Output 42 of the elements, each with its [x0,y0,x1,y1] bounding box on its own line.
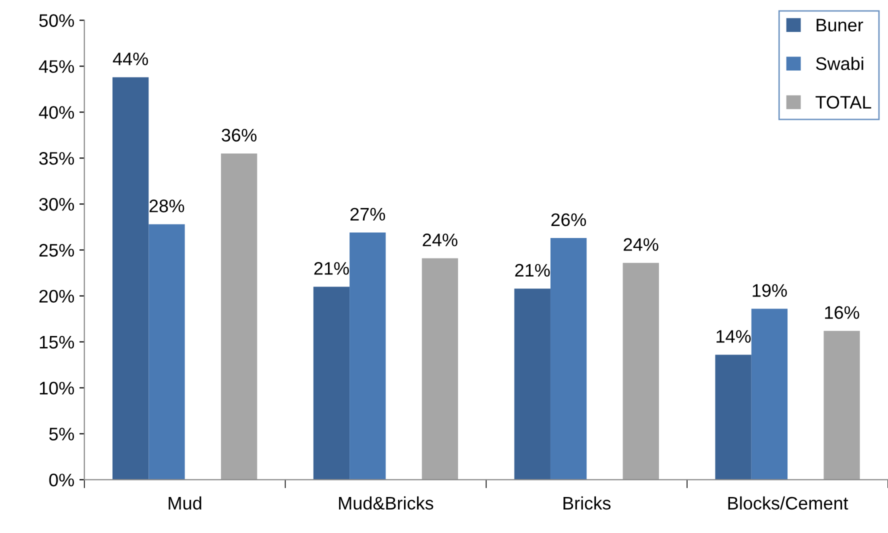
data-label: 19% [752,284,787,297]
x-tick-label: Mud&Bricks [339,496,434,510]
data-label: 26% [551,213,586,226]
data-label: 36% [222,128,256,142]
bar [824,330,860,480]
bar [550,238,587,480]
y-tick-label: 45% [38,60,74,73]
y-tick-label: 0% [49,474,74,486]
legend-label: TOTAL [816,96,872,109]
y-tick-label: 5% [49,428,74,440]
bar [422,258,458,480]
y-tick-label: 30% [39,198,74,211]
y-tick-label: 10% [40,382,74,395]
x-tick-label: Blocks/Cement [728,496,848,510]
data-label: 28% [150,200,184,212]
y-tick-label: 25% [39,244,74,257]
bar [622,262,659,480]
y-tick-label: 20% [39,290,74,303]
data-label: 14% [716,330,751,343]
data-label: 44% [112,52,148,66]
y-tick-label: 35% [39,152,74,165]
x-tick-label: Mud [168,496,202,510]
y-tick-label: 40% [38,106,74,119]
bar [148,224,185,480]
bar [751,308,788,480]
data-label: 16% [825,306,860,319]
bar [112,77,149,480]
x-tick-label: Bricks [564,496,611,510]
data-label: 27% [350,208,386,221]
data-label: 21% [314,262,349,275]
data-label: 24% [422,234,458,246]
y-tick-label: 50% [39,14,74,27]
legend-label: Swabi [816,56,864,70]
bar [350,232,386,480]
legend-label: Buner [816,18,864,32]
data-label: 21% [515,264,550,277]
bar [514,288,550,480]
y-tick-label: 15% [40,336,74,349]
bar [313,286,350,480]
bar [220,153,258,480]
bar [715,354,752,480]
data-label: 24% [624,238,658,251]
